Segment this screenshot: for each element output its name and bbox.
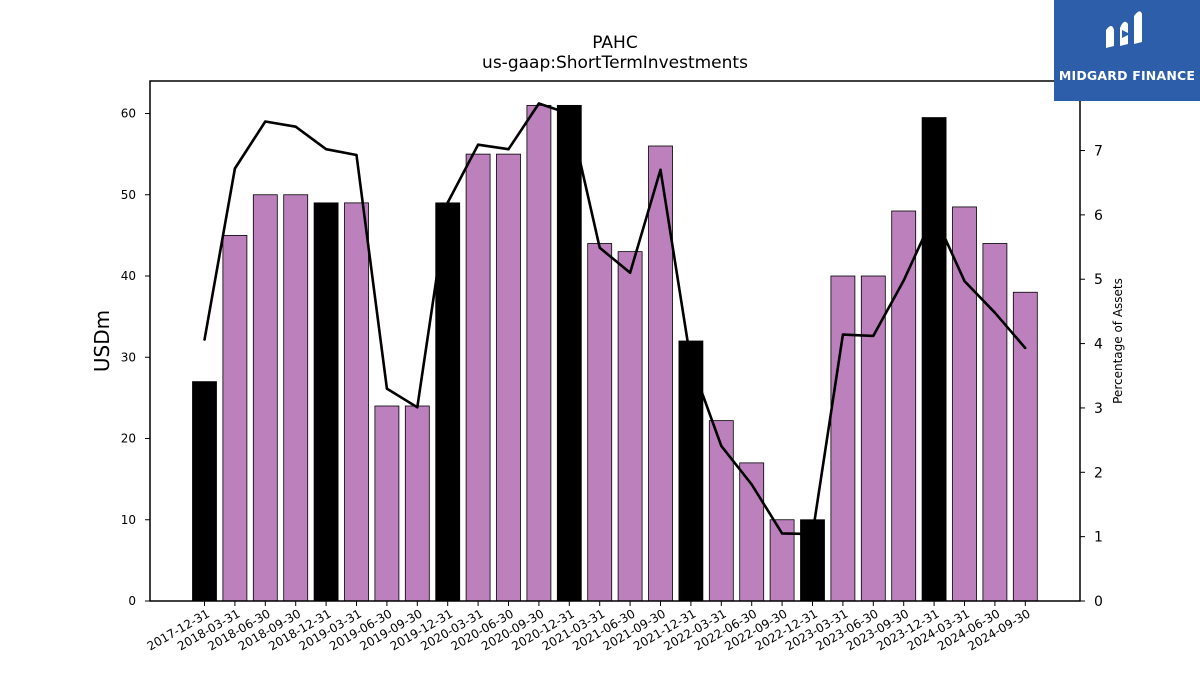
line-point-2018-12-31	[324, 148, 328, 151]
line-point-2024-06-30	[993, 311, 997, 314]
y-tick-label: 10	[121, 513, 136, 527]
line-point-2024-09-30	[1024, 346, 1027, 350]
line-point-2021-03-31	[598, 246, 601, 249]
line-point-2023-12-31	[932, 213, 936, 216]
line-point-2023-03-31	[841, 333, 845, 336]
percentage-line	[203, 102, 1027, 536]
bar-2021-03-31	[587, 243, 613, 602]
y2-tick-label: 2	[1094, 465, 1103, 481]
bar-2023-03-31	[830, 275, 856, 602]
line-point-2018-06-30	[264, 120, 267, 123]
y-axis-label: USDm	[90, 310, 114, 372]
y2-tick-label: 5	[1094, 272, 1103, 288]
logo-mark-icon	[1106, 11, 1142, 48]
bar-2024-09-30	[1012, 291, 1038, 602]
bar-2020-06-30	[496, 153, 521, 602]
bar-2018-03-31	[222, 234, 248, 602]
line-point-2022-03-31	[720, 444, 723, 448]
y2-tick-label: 4	[1094, 337, 1103, 353]
line-point-2023-09-30	[902, 279, 905, 282]
y2-tick-label: 7	[1094, 144, 1103, 160]
line-point-2024-03-31	[963, 279, 966, 283]
bar-2021-06-30	[617, 251, 643, 602]
line-point-2020-06-30	[507, 148, 510, 151]
line-point-2022-09-30	[780, 532, 784, 535]
y2-axis: 0 1 2 3 4 5 6 7	[1080, 144, 1103, 610]
bar-2022-03-31	[708, 420, 734, 602]
line-point-2021-12-31	[689, 361, 693, 364]
y-tick-label: 0	[128, 594, 136, 608]
bar-2019-09-30	[404, 405, 430, 602]
bar-2020-03-31	[465, 153, 491, 602]
bar-2018-09-30	[283, 194, 309, 602]
line-point-2019-12-31	[446, 201, 449, 204]
line-point-2017-12-31	[203, 338, 206, 341]
line-point-2020-09-30	[537, 102, 541, 105]
bar-2018-06-30	[252, 194, 278, 602]
bar-2023-12-31	[921, 117, 947, 602]
line-point-2018-09-30	[294, 125, 297, 128]
y-tick-label: 40	[121, 269, 136, 283]
line-point-2019-03-31	[355, 153, 358, 157]
y-tick-label: 30	[121, 350, 136, 364]
bar-2019-06-30	[374, 405, 400, 602]
bar-2018-12-31	[313, 202, 339, 602]
bar-2023-09-30	[891, 210, 917, 602]
line-point-2022-06-30	[750, 483, 753, 486]
bar-2023-06-30	[860, 275, 886, 602]
x-axis: 2017-12-312018-03-312018-06-302018-09-30…	[145, 601, 1033, 653]
y2-tick-label: 3	[1094, 401, 1103, 417]
chart-title: PAHC	[592, 33, 637, 53]
y-tick-label: 60	[121, 107, 136, 121]
bar-2020-09-30	[526, 104, 552, 602]
bar-2021-09-30	[648, 145, 673, 602]
line-point-2019-06-30	[385, 387, 389, 390]
bar-2024-03-31	[952, 206, 977, 602]
chart-subtitle: us-gaap:ShortTermInvestments	[482, 53, 748, 73]
y2-tick-label: 0	[1094, 594, 1103, 610]
midgard-finance-logo: MIDGARD FINANCE	[1054, 0, 1200, 101]
bar-2019-12-31	[435, 202, 461, 602]
plot-frame	[149, 80, 1081, 602]
bars-group	[192, 104, 1038, 602]
y-tick-label: 50	[121, 188, 136, 202]
line-point-2022-12-31	[811, 532, 814, 536]
y-tick-label: 20	[121, 432, 136, 446]
line-point-2021-06-30	[628, 271, 632, 274]
line-point-2020-12-31	[568, 112, 571, 116]
bar-2021-12-31	[678, 340, 704, 602]
bar-2020-12-31	[556, 104, 582, 602]
line-point-2018-03-31	[233, 167, 237, 170]
y2-tick-label: 6	[1094, 208, 1103, 224]
line-group	[203, 102, 1027, 536]
line-point-2021-09-30	[659, 168, 662, 172]
y2-axis-label: Percentage of Assets	[1111, 278, 1125, 404]
bar-2024-06-30	[982, 243, 1008, 602]
y2-tick-label: 1	[1094, 530, 1103, 546]
line-point-2020-03-31	[476, 143, 480, 146]
y-axis: 0 10 20 30 40 50 60	[121, 107, 150, 608]
logo-text: MIDGARD FINANCE	[1058, 68, 1196, 83]
bar-2019-03-31	[344, 202, 369, 602]
line-point-2023-06-30	[872, 334, 875, 338]
line-point-2019-09-30	[416, 406, 419, 409]
bar-2017-12-31	[192, 381, 217, 602]
